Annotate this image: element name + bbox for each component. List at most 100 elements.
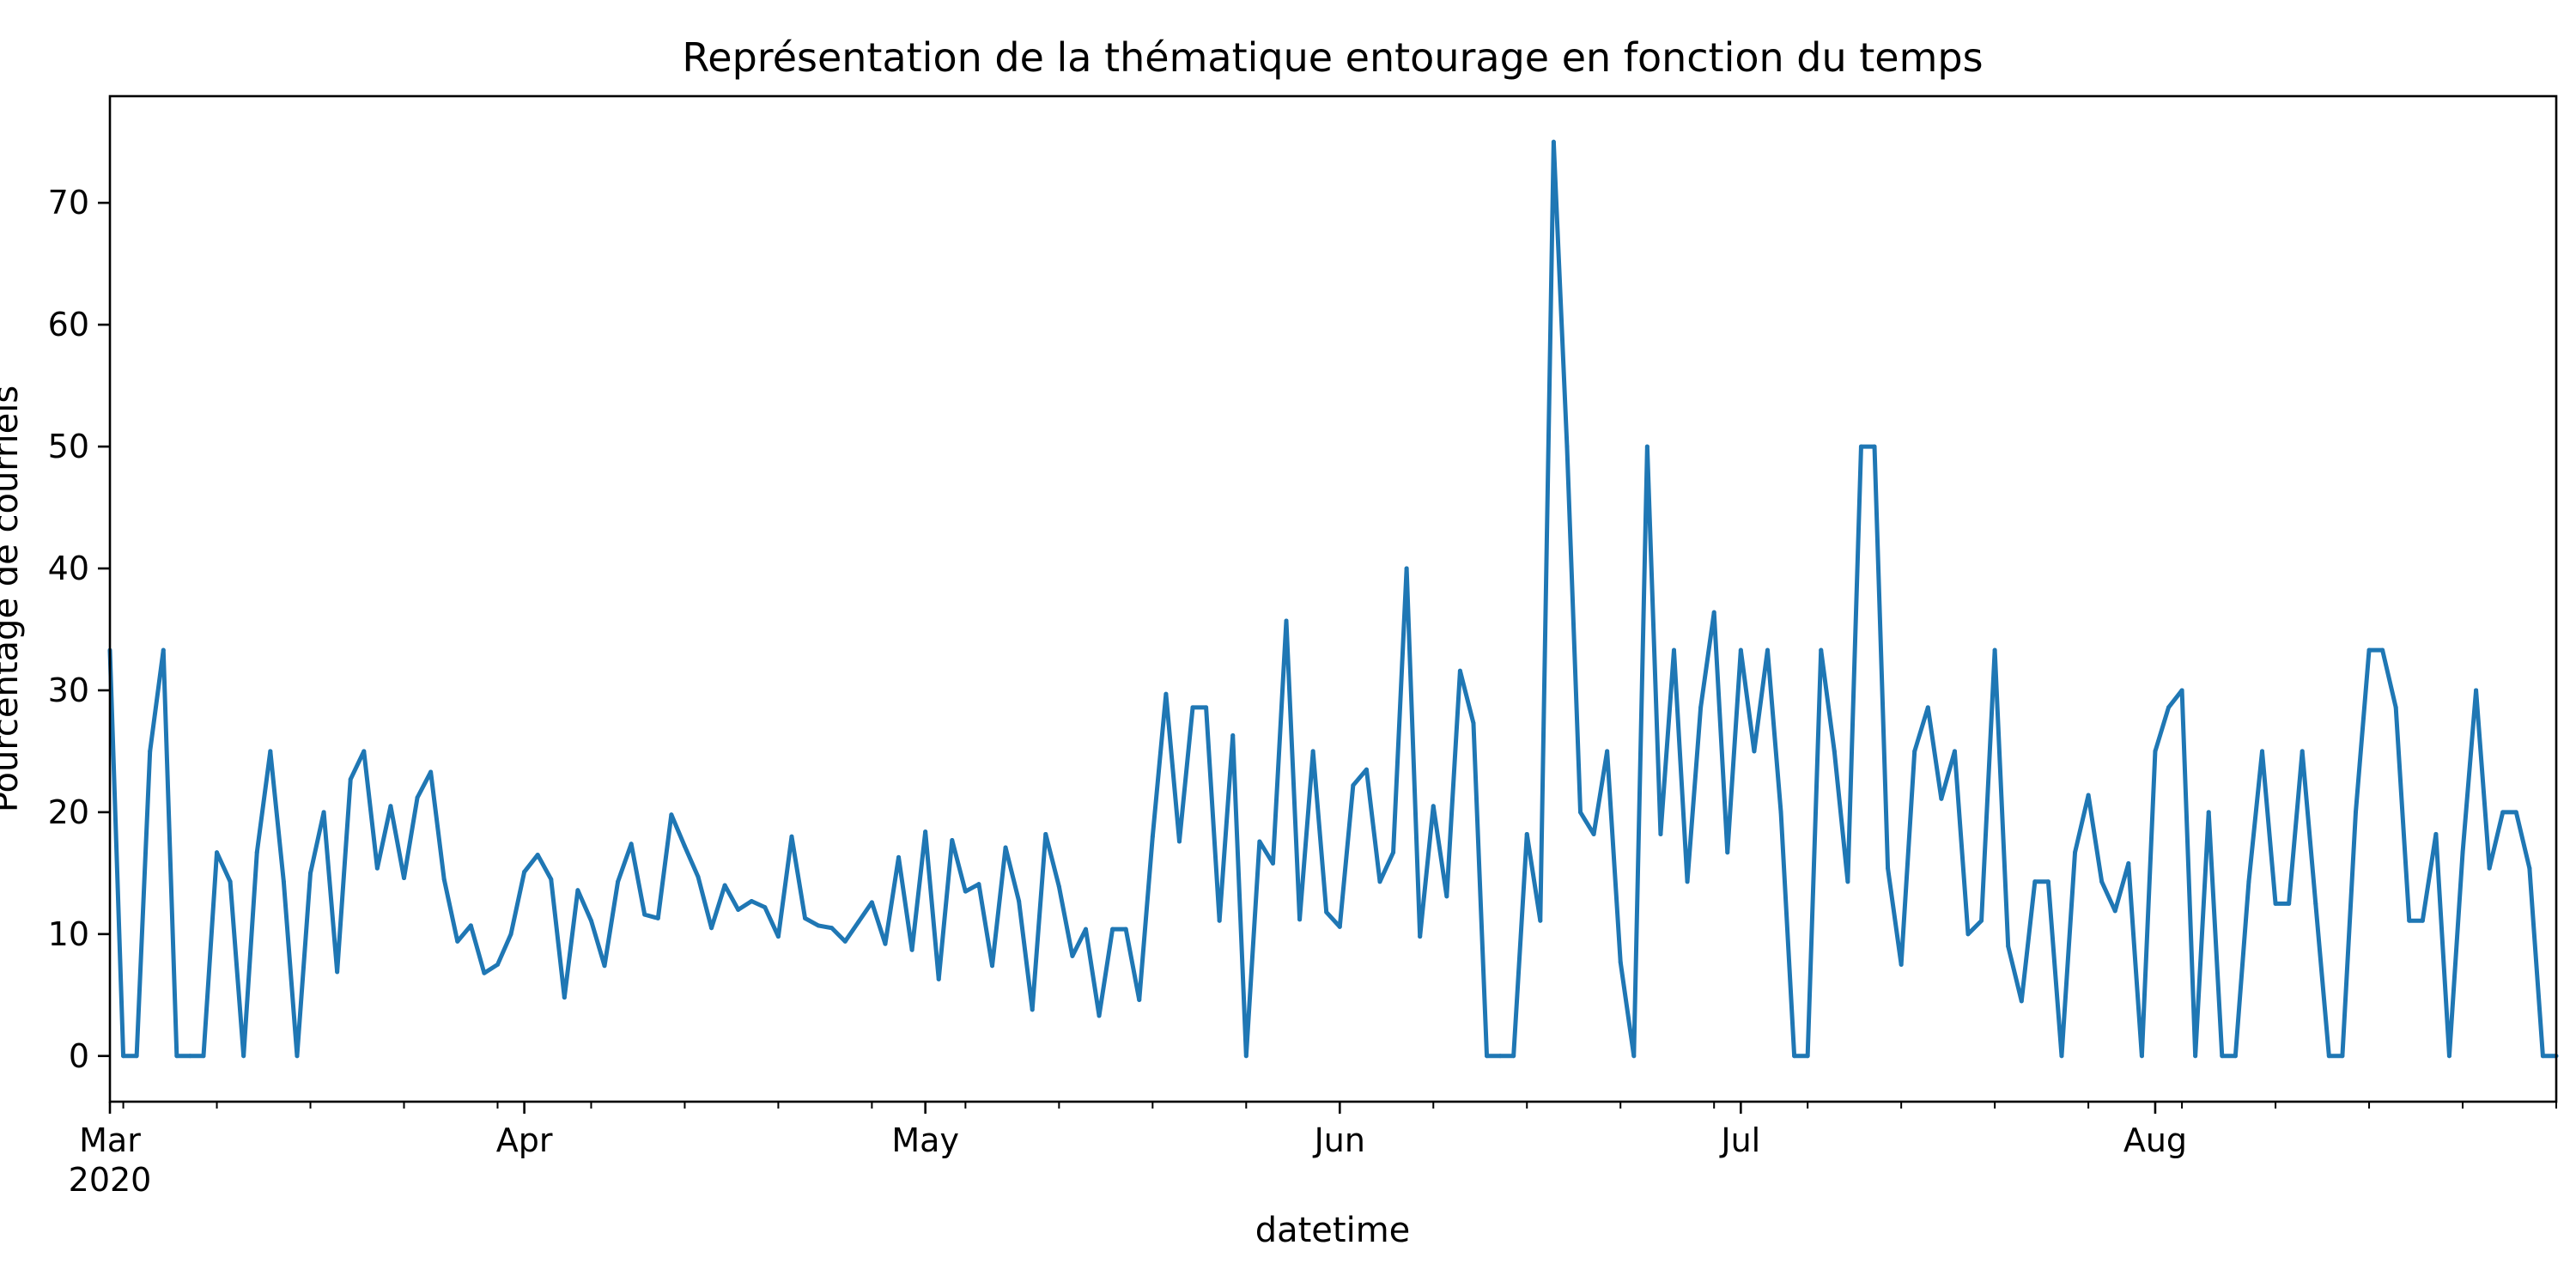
data-point (455, 939, 460, 944)
data-point (1310, 749, 1315, 754)
data-point (335, 969, 340, 975)
data-point (2006, 944, 2011, 949)
data-point (1992, 647, 1997, 653)
data-point (2474, 688, 2479, 693)
data-point (508, 932, 513, 937)
data-point (2300, 749, 2305, 754)
data-point (174, 1054, 179, 1059)
data-point (2513, 810, 2518, 815)
data-point (1070, 953, 1075, 958)
data-point (1270, 861, 1275, 866)
data-point (2393, 705, 2398, 710)
data-point (1498, 1054, 1503, 1059)
data-point (1284, 618, 1289, 623)
data-point (1886, 866, 1891, 871)
data-point (2099, 879, 2105, 884)
data-point (2220, 1054, 2225, 1059)
data-point (883, 941, 888, 946)
data-point (1738, 647, 1743, 653)
data-point (616, 879, 621, 884)
data-point (1391, 850, 1396, 855)
data-point (1377, 879, 1382, 884)
data-point (2487, 866, 2492, 871)
x-tick-label: Jul (1719, 1121, 1760, 1159)
data-point (1030, 1007, 1035, 1012)
data-point (1832, 749, 1837, 754)
data-point (2246, 879, 2251, 884)
data-point (2287, 901, 2292, 906)
data-point (588, 918, 593, 923)
data-point (642, 912, 647, 917)
data-point (950, 838, 955, 843)
data-point (1725, 850, 1730, 855)
data-point (254, 850, 259, 855)
data-point (2139, 1054, 2144, 1059)
data-point (2059, 1054, 2064, 1059)
data-point (2179, 688, 2184, 693)
data-point (1965, 932, 1971, 937)
data-point (1899, 962, 1904, 967)
x-tick-label: May (891, 1121, 959, 1159)
data-point (2045, 879, 2050, 884)
data-point (228, 879, 233, 884)
data-point (1551, 139, 1556, 144)
data-point (682, 844, 687, 849)
y-tick-label: 60 (48, 306, 89, 343)
data-point (2366, 647, 2372, 653)
data-point (161, 647, 166, 653)
y-axis: 0 10 20 30 40 50 60 70 (48, 184, 110, 1075)
data-point (816, 923, 821, 928)
data-point (1204, 705, 1209, 710)
data-point (201, 1054, 206, 1059)
x-axis-label: datetime (1255, 1211, 1411, 1250)
data-point (549, 877, 554, 882)
data-point (2540, 1054, 2545, 1059)
data-point (829, 926, 835, 931)
data-point (575, 888, 580, 893)
data-point (655, 915, 660, 920)
data-point (1792, 1054, 1797, 1059)
data-point (749, 899, 754, 904)
data-point (2500, 810, 2506, 815)
data-point (775, 934, 781, 939)
data-point (308, 871, 313, 876)
data-point (2353, 810, 2358, 815)
data-point (2112, 908, 2117, 914)
data-point (148, 749, 153, 754)
data-point (2166, 705, 2172, 710)
data-point (1605, 749, 1610, 754)
data-point (1858, 444, 1863, 449)
data-point (2259, 749, 2264, 754)
data-point (241, 1054, 246, 1059)
data-point (295, 1054, 300, 1059)
data-points (107, 139, 2559, 1059)
data-point (722, 883, 727, 888)
data-point (1979, 918, 1984, 923)
data-point (1137, 997, 1142, 1002)
data-point (1765, 647, 1770, 653)
data-point (696, 874, 701, 879)
data-point (1778, 810, 1783, 815)
data-point (268, 749, 273, 754)
data-point (1217, 918, 1222, 923)
chart-title: Représentation de la thématique entourag… (682, 34, 1983, 81)
data-point (388, 804, 393, 809)
data-point (2446, 1054, 2451, 1059)
data-point (348, 777, 353, 782)
data-point (428, 769, 434, 775)
data-point (1952, 749, 1957, 754)
data-point (1685, 879, 1690, 884)
data-point (535, 853, 540, 858)
data-point (2032, 879, 2038, 884)
y-tick-label: 10 (48, 915, 89, 953)
data-point (1163, 691, 1169, 696)
data-point (990, 963, 995, 969)
data-point (2086, 793, 2091, 798)
data-point (495, 962, 500, 967)
data-point (1337, 924, 1342, 929)
data-point (187, 1054, 192, 1059)
data-point (709, 926, 714, 931)
data-point (2407, 918, 2412, 923)
